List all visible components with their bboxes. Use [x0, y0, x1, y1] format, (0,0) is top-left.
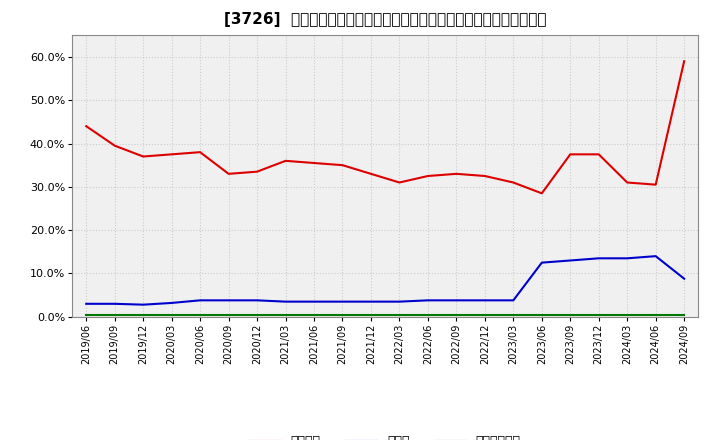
自己資本 [395, 180, 404, 185]
繰延税金資産 [566, 312, 575, 317]
自己資本 [537, 191, 546, 196]
のれん [366, 299, 375, 304]
繰延税金資産 [139, 312, 148, 317]
のれん [282, 299, 290, 304]
自己資本 [110, 143, 119, 148]
のれん [82, 301, 91, 306]
のれん [537, 260, 546, 265]
繰延税金資産 [253, 312, 261, 317]
のれん [566, 258, 575, 263]
Line: 自己資本: 自己資本 [86, 61, 684, 193]
自己資本 [82, 124, 91, 129]
自己資本 [338, 162, 347, 168]
自己資本 [253, 169, 261, 174]
のれん [395, 299, 404, 304]
繰延税金資産 [680, 312, 688, 317]
繰延税金資産 [225, 312, 233, 317]
繰延税金資産 [595, 312, 603, 317]
自己資本 [509, 180, 518, 185]
のれん [623, 256, 631, 261]
自己資本 [196, 150, 204, 155]
自己資本 [680, 59, 688, 64]
のれん [225, 298, 233, 303]
Line: のれん: のれん [86, 256, 684, 304]
自己資本 [452, 171, 461, 176]
繰延税金資産 [480, 312, 489, 317]
のれん [595, 256, 603, 261]
繰延税金資産 [366, 312, 375, 317]
自己資本 [139, 154, 148, 159]
自己資本 [652, 182, 660, 187]
のれん [480, 298, 489, 303]
のれん [452, 298, 461, 303]
のれん [167, 300, 176, 305]
のれん [110, 301, 119, 306]
自己資本 [623, 180, 631, 185]
繰延税金資産 [82, 312, 91, 317]
自己資本 [566, 152, 575, 157]
のれん [509, 298, 518, 303]
自己資本 [167, 152, 176, 157]
のれん [310, 299, 318, 304]
のれん [338, 299, 347, 304]
のれん [652, 253, 660, 259]
繰延税金資産 [110, 312, 119, 317]
自己資本 [595, 152, 603, 157]
繰延税金資産 [509, 312, 518, 317]
繰延税金資産 [196, 312, 204, 317]
繰延税金資産 [537, 312, 546, 317]
Title: [3726]  自己資本、のれん、繰延税金資産の総資産に対する比率の推移: [3726] 自己資本、のれん、繰延税金資産の総資産に対する比率の推移 [224, 12, 546, 27]
自己資本 [225, 171, 233, 176]
自己資本 [480, 173, 489, 179]
のれん [423, 298, 432, 303]
繰延税金資産 [338, 312, 347, 317]
自己資本 [423, 173, 432, 179]
のれん [139, 302, 148, 307]
繰延税金資産 [167, 312, 176, 317]
Legend: 自己資本, のれん, 繰延税金資産: 自己資本, のれん, 繰延税金資産 [245, 430, 526, 440]
繰延税金資産 [452, 312, 461, 317]
のれん [196, 298, 204, 303]
自己資本 [366, 171, 375, 176]
繰延税金資産 [623, 312, 631, 317]
自己資本 [310, 160, 318, 165]
のれん [680, 276, 688, 281]
自己資本 [282, 158, 290, 164]
繰延税金資産 [282, 312, 290, 317]
繰延税金資産 [652, 312, 660, 317]
繰延税金資産 [395, 312, 404, 317]
繰延税金資産 [310, 312, 318, 317]
繰延税金資産 [423, 312, 432, 317]
のれん [253, 298, 261, 303]
